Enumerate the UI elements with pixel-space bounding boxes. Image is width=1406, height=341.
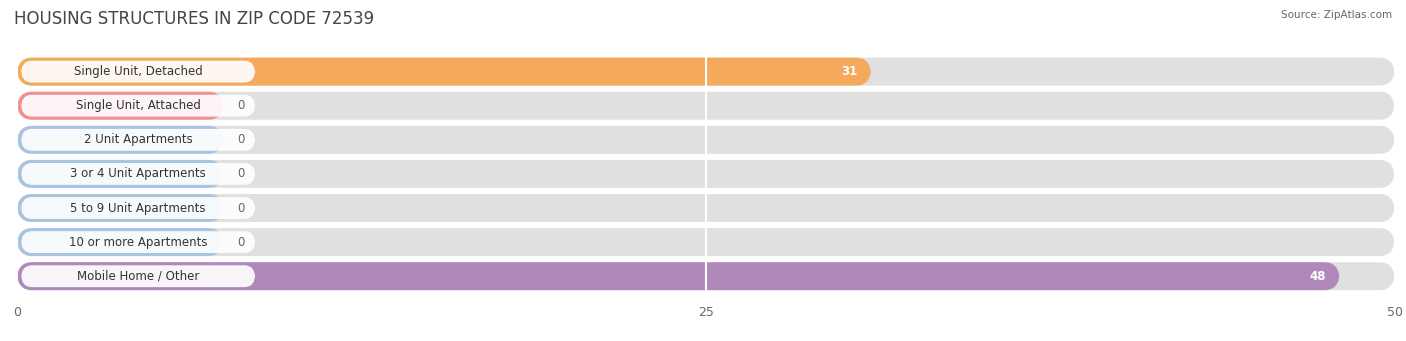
Text: 0: 0 (238, 202, 245, 214)
Text: Single Unit, Attached: Single Unit, Attached (76, 99, 201, 112)
Text: 0: 0 (238, 167, 245, 180)
Text: Mobile Home / Other: Mobile Home / Other (77, 270, 200, 283)
Text: 3 or 4 Unit Apartments: 3 or 4 Unit Apartments (70, 167, 207, 180)
FancyBboxPatch shape (21, 265, 256, 287)
FancyBboxPatch shape (17, 58, 872, 86)
FancyBboxPatch shape (21, 95, 256, 117)
Text: 2 Unit Apartments: 2 Unit Apartments (84, 133, 193, 146)
Text: 48: 48 (1309, 270, 1326, 283)
Text: 31: 31 (841, 65, 858, 78)
FancyBboxPatch shape (17, 160, 224, 188)
FancyBboxPatch shape (21, 129, 256, 151)
FancyBboxPatch shape (17, 126, 224, 154)
Text: Single Unit, Detached: Single Unit, Detached (73, 65, 202, 78)
FancyBboxPatch shape (17, 126, 1395, 154)
FancyBboxPatch shape (17, 160, 1395, 188)
FancyBboxPatch shape (17, 92, 1395, 120)
Text: 0: 0 (238, 133, 245, 146)
FancyBboxPatch shape (17, 262, 1395, 290)
FancyBboxPatch shape (17, 58, 1395, 86)
Text: Source: ZipAtlas.com: Source: ZipAtlas.com (1281, 10, 1392, 20)
FancyBboxPatch shape (17, 92, 224, 120)
FancyBboxPatch shape (17, 228, 1395, 256)
FancyBboxPatch shape (21, 61, 256, 83)
Text: 10 or more Apartments: 10 or more Apartments (69, 236, 207, 249)
FancyBboxPatch shape (21, 197, 256, 219)
FancyBboxPatch shape (17, 228, 224, 256)
FancyBboxPatch shape (21, 163, 256, 185)
FancyBboxPatch shape (17, 194, 224, 222)
Text: 0: 0 (238, 236, 245, 249)
FancyBboxPatch shape (17, 194, 1395, 222)
FancyBboxPatch shape (17, 262, 1340, 290)
Text: HOUSING STRUCTURES IN ZIP CODE 72539: HOUSING STRUCTURES IN ZIP CODE 72539 (14, 10, 374, 28)
Text: 0: 0 (238, 99, 245, 112)
FancyBboxPatch shape (21, 231, 256, 253)
Text: 5 to 9 Unit Apartments: 5 to 9 Unit Apartments (70, 202, 205, 214)
